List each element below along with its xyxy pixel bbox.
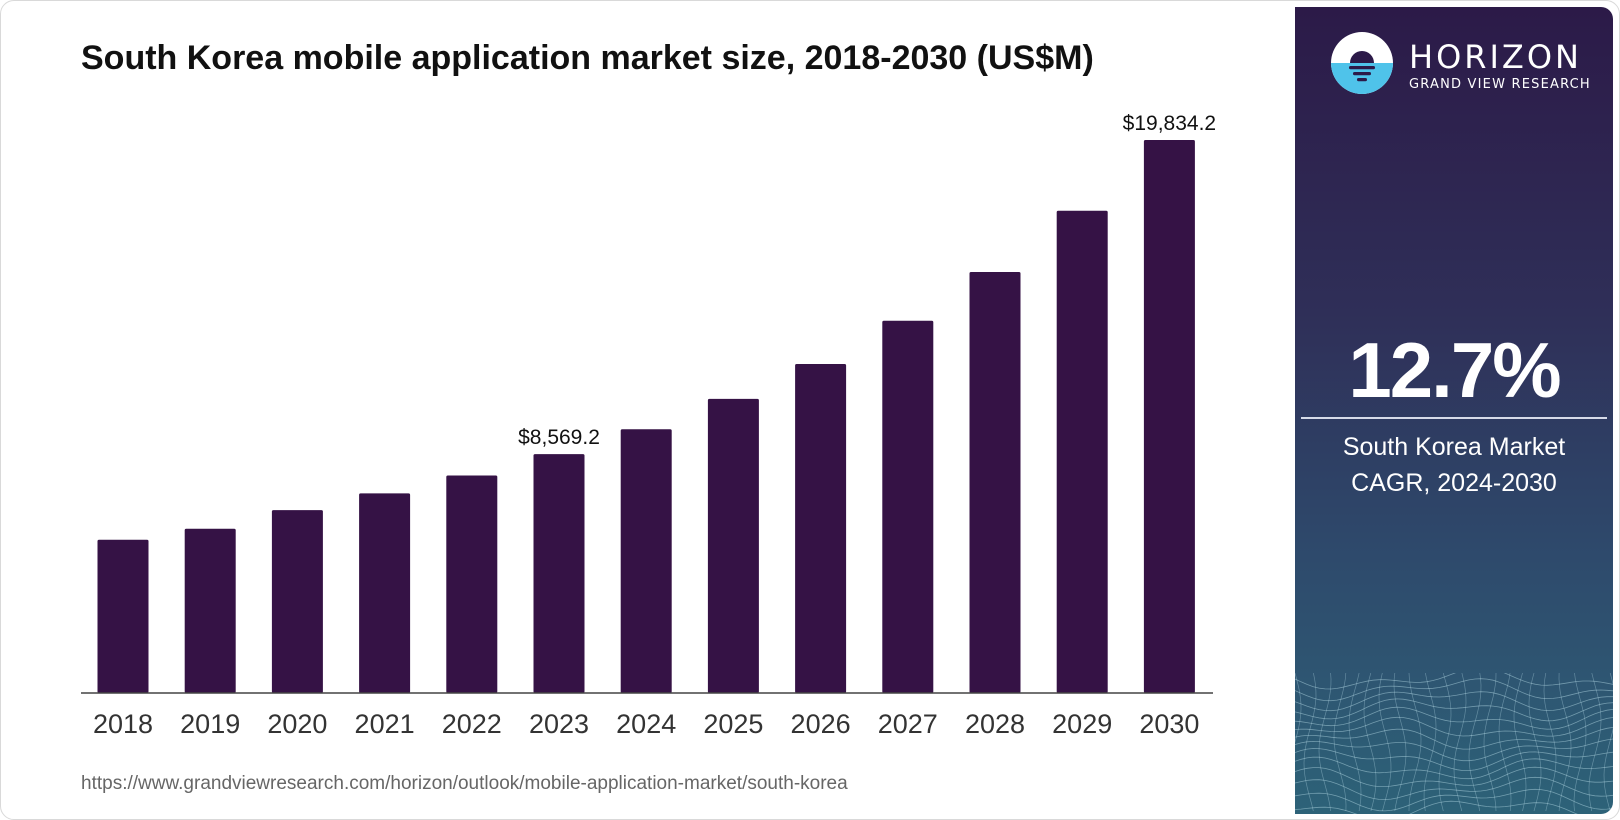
texture-mesh-line [1513, 673, 1527, 812]
bar-2020 [271, 510, 323, 693]
data-label-2030: $19,834.2 [1123, 112, 1216, 135]
wave-texture-decoration [1295, 673, 1613, 814]
horizon-sunset-logo-icon [1331, 32, 1393, 94]
x-tick-label-2022: 2022 [442, 709, 502, 739]
cagr-label-line1: South Korea Market [1342, 433, 1566, 461]
source-url[interactable]: https://www.grandviewresearch.com/horizo… [81, 773, 848, 794]
bar-2018 [97, 539, 149, 693]
bar-2029 [1056, 210, 1108, 693]
x-tick-label-2026: 2026 [791, 709, 851, 739]
x-tick-label-2030: 2030 [1139, 709, 1199, 739]
bar-2025 [707, 398, 759, 693]
texture-wave-line [1295, 673, 1613, 690]
bar-2026 [795, 364, 847, 693]
bar-2030 [1143, 140, 1195, 693]
texture-mesh-line [1378, 673, 1392, 812]
texture-mesh-line [1408, 673, 1422, 812]
texture-wave-line [1295, 738, 1613, 762]
cagr-label-line2: CAGR, 2024-2030 [1351, 469, 1557, 497]
x-tick-label-2019: 2019 [180, 709, 240, 739]
texture-mesh-line [1498, 673, 1512, 812]
bar-2019 [184, 528, 236, 693]
bar-chart: 2018 2019 2020 2021 2022 2023 $8,569.2 2024 2025… [81, 112, 1216, 739]
bar-2021 [359, 493, 411, 693]
x-tick-label-2020: 2020 [267, 709, 327, 739]
texture-wave-line [1295, 706, 1613, 730]
bar-2027 [882, 320, 934, 693]
bar-2028 [969, 272, 1021, 693]
texture-wave-line [1295, 691, 1613, 712]
cagr-label: South Korea Market CAGR, 2024-2030 [1295, 429, 1613, 501]
texture-wave-line [1295, 727, 1613, 750]
x-tick-label-2028: 2028 [965, 709, 1025, 739]
cagr-divider [1301, 417, 1607, 419]
bar-2023 [533, 454, 585, 693]
bar-2024 [620, 429, 672, 693]
texture-mesh-line [1295, 673, 1302, 811]
texture-wave-line [1295, 748, 1613, 771]
texture-mesh-line [1453, 673, 1467, 812]
texture-wave-line [1295, 716, 1613, 737]
texture-mesh-line [1333, 673, 1347, 812]
texture-wave-line [1295, 756, 1613, 780]
texture-mesh-line [1483, 673, 1497, 812]
texture-mesh-line [1528, 673, 1542, 812]
texture-mesh-line [1423, 673, 1437, 812]
texture-mesh-line [1393, 673, 1407, 812]
texture-mesh-line [1603, 673, 1613, 812]
chart-title: South Korea mobile application market si… [81, 39, 1094, 77]
texture-wave-line [1295, 766, 1613, 787]
texture-mesh-line [1318, 673, 1332, 812]
texture-mesh-line [1348, 673, 1362, 812]
bar-2022 [446, 475, 498, 693]
texture-mesh-line [1588, 673, 1602, 812]
cagr-value: 12.7% [1348, 326, 1561, 414]
texture-wave-line [1295, 788, 1613, 812]
texture-wave-line [1295, 678, 1613, 702]
texture-wave-line [1295, 698, 1613, 722]
cagr-panel: HORIZON GRAND VIEW RESEARCH 12.7% South … [1295, 7, 1613, 814]
x-tick-label-2027: 2027 [878, 709, 938, 739]
x-tick-label-2018: 2018 [93, 709, 153, 739]
texture-mesh-line [1558, 673, 1572, 812]
texture-mesh-line [1573, 673, 1587, 812]
texture-wave-line [1295, 800, 1578, 814]
texture-mesh-line [1303, 673, 1317, 812]
texture-wave-line [1295, 776, 1613, 801]
texture-mesh-line [1468, 673, 1482, 812]
brand-subtitle: GRAND VIEW RESEARCH [1409, 77, 1591, 92]
texture-mesh-line [1438, 673, 1452, 812]
x-tick-label-2025: 2025 [703, 709, 763, 739]
brand-name: HORIZON [1409, 38, 1582, 76]
x-tick-label-2024: 2024 [616, 709, 676, 739]
texture-mesh-line [1543, 673, 1557, 812]
x-tick-label-2021: 2021 [355, 709, 415, 739]
x-tick-label-2029: 2029 [1052, 709, 1112, 739]
texture-mesh-line [1363, 673, 1377, 812]
x-tick-label-2023: 2023 [529, 709, 589, 739]
data-label-2023: $8,569.2 [518, 426, 600, 449]
